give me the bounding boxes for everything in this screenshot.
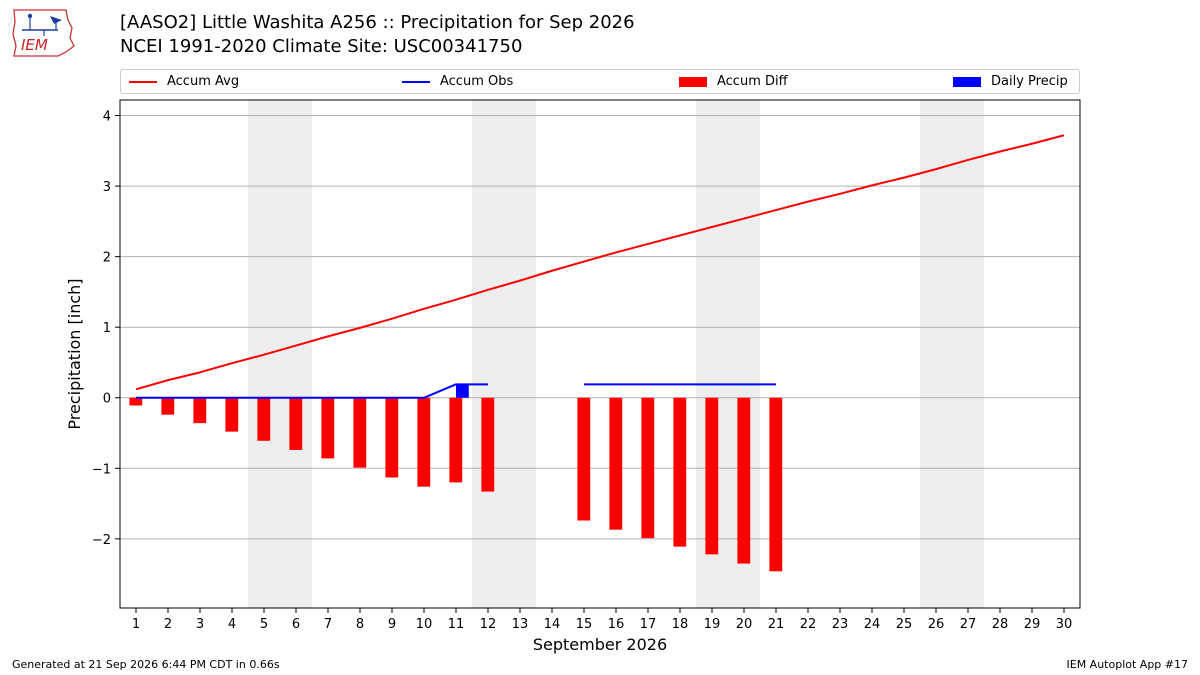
weekend-shade xyxy=(920,100,984,608)
x-tick-label: 11 xyxy=(448,617,465,632)
x-tick-label: 6 xyxy=(292,617,300,632)
x-tick-label: 21 xyxy=(768,617,785,632)
accum-diff-bar xyxy=(769,397,783,572)
x-tick-label: 8 xyxy=(356,617,364,632)
weekend-shade xyxy=(248,100,312,608)
legend-swatch-accum-diff xyxy=(679,76,707,87)
daily-precip-bar xyxy=(456,384,469,398)
legend-swatch-accum-avg xyxy=(129,80,157,83)
accum-diff-bar xyxy=(225,397,239,432)
accum-diff-bar xyxy=(129,397,143,406)
chart-title: [AASO2] Little Washita A256 :: Precipita… xyxy=(120,12,635,33)
legend-label-accum-avg: Accum Avg xyxy=(167,74,240,89)
x-tick-label: 4 xyxy=(228,617,236,632)
x-tick-label: 18 xyxy=(672,617,689,632)
x-tick-label: 30 xyxy=(1056,617,1073,632)
x-tick-label: 14 xyxy=(544,617,561,632)
legend-label-accum-diff: Accum Diff xyxy=(717,74,788,89)
weekend-shade xyxy=(696,100,760,608)
legend-item-accum-obs: Accum Obs xyxy=(402,70,513,93)
y-tick-label: 0 xyxy=(103,392,111,407)
accum-diff-bar xyxy=(353,397,367,468)
x-tick-label: 17 xyxy=(640,617,657,632)
x-tick-label: 5 xyxy=(260,617,268,632)
accum-diff-bar xyxy=(737,397,751,564)
legend-label-accum-obs: Accum Obs xyxy=(440,74,514,89)
legend-label-daily-precip: Daily Precip xyxy=(991,74,1068,89)
legend-item-accum-avg: Accum Avg xyxy=(129,70,239,93)
x-axis-label: September 2026 xyxy=(533,635,667,654)
weekend-shade xyxy=(472,100,536,608)
y-tick-label: −1 xyxy=(92,462,111,477)
x-tick-label: 26 xyxy=(928,617,945,632)
iem-logo: IEM xyxy=(12,9,75,57)
legend-item-daily-precip: Daily Precip xyxy=(953,70,1068,93)
legend-item-accum-diff: Accum Diff xyxy=(679,70,788,93)
x-tick-label: 15 xyxy=(576,617,593,632)
x-tick-label: 13 xyxy=(512,617,529,632)
footer-generated: Generated at 21 Sep 2026 6:44 PM CDT in … xyxy=(12,658,280,671)
y-tick-label: 3 xyxy=(103,180,111,195)
accum-diff-bar xyxy=(609,397,623,530)
accum-obs-line xyxy=(136,383,488,399)
x-tick-label: 3 xyxy=(196,617,204,632)
x-tick-label: 29 xyxy=(1024,617,1041,632)
accum-diff-bar xyxy=(321,397,335,459)
accum-diff-bar xyxy=(257,397,271,441)
x-tick-label: 28 xyxy=(992,617,1009,632)
y-tick-label: 1 xyxy=(103,321,111,336)
accum-diff-bar xyxy=(705,397,719,555)
accum-diff-bar xyxy=(417,397,431,487)
x-tick-label: 24 xyxy=(864,617,881,632)
y-tick-label: 4 xyxy=(103,110,111,125)
x-tick-label: 20 xyxy=(736,617,753,632)
legend: Accum Avg Accum Obs Accum Diff Daily Pre… xyxy=(120,69,1080,94)
y-tick-label: 2 xyxy=(103,251,111,266)
x-tick-label: 2 xyxy=(164,617,172,632)
accum-diff-bar xyxy=(193,397,207,424)
accum-diff-bar xyxy=(449,397,463,483)
x-tick-label: 9 xyxy=(388,617,396,632)
accum-diff-bar xyxy=(161,397,175,415)
chart-subtitle: NCEI 1991-2020 Climate Site: USC00341750 xyxy=(120,36,523,57)
accum-diff-bar xyxy=(673,397,687,547)
x-tick-label: 22 xyxy=(800,617,817,632)
x-tick-label: 10 xyxy=(416,617,433,632)
logo-text: IEM xyxy=(21,36,48,54)
accum-diff-bar xyxy=(289,397,303,450)
x-tick-label: 23 xyxy=(832,617,849,632)
accum-diff-bar xyxy=(385,397,399,478)
legend-swatch-daily-precip xyxy=(953,76,981,87)
x-tick-label: 27 xyxy=(960,617,977,632)
x-tick-label: 7 xyxy=(324,617,332,632)
accum-diff-bar xyxy=(577,397,591,521)
y-tick-label: −2 xyxy=(92,533,111,548)
x-tick-label: 19 xyxy=(704,617,721,632)
accum-diff-bar xyxy=(641,397,655,539)
x-tick-label: 16 xyxy=(608,617,625,632)
y-axis-label: Precipitation [inch] xyxy=(65,278,84,429)
plot-frame xyxy=(119,99,1081,609)
accum-avg-line xyxy=(135,134,1065,391)
legend-swatch-accum-obs xyxy=(402,80,430,83)
x-tick-label: 12 xyxy=(480,617,497,632)
accum-diff-bar xyxy=(481,397,495,492)
x-tick-label: 1 xyxy=(132,617,140,632)
x-tick-label: 25 xyxy=(896,617,913,632)
footer-app: IEM Autoplot App #17 xyxy=(1066,658,1189,671)
